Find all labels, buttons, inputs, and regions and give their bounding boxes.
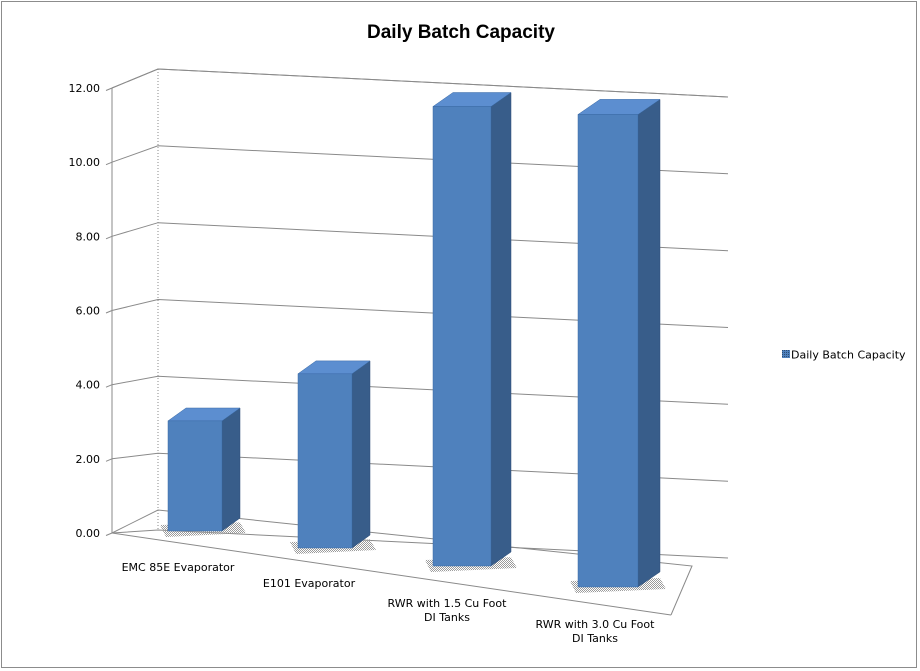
x-tick-label: RWR with 3.0 Cu Foot DI Tanks <box>536 618 656 645</box>
y-tick-mark <box>105 310 113 314</box>
y-tick-label: 10.00 <box>69 156 101 169</box>
y-tick-label: 4.00 <box>76 379 101 392</box>
legend-swatch <box>782 350 790 358</box>
y-axis-ticks: 0.00 2.00 4.00 6.00 8.00 10.00 12.00 <box>69 82 113 540</box>
y-tick-mark <box>105 161 113 166</box>
legend: Daily Batch Capacity <box>782 349 906 362</box>
y-tick-mark <box>105 532 113 536</box>
y-tick-label: 0.00 <box>76 527 101 540</box>
x-tick-label: RWR with 1.5 Cu Foot DI Tanks <box>388 597 508 624</box>
bar-side-face <box>490 92 512 567</box>
gridline <box>111 68 729 98</box>
bar-side-face <box>351 360 371 549</box>
legend-label: Daily Batch Capacity <box>791 349 906 362</box>
floor-edge <box>111 509 693 616</box>
bar-4 <box>577 98 661 588</box>
bars <box>167 92 661 588</box>
gridline <box>111 375 729 405</box>
y-tick-mark <box>105 458 113 462</box>
x-tick-label: EMC 85E Evaporator <box>122 561 235 574</box>
x-axis-labels: EMC 85E Evaporator E101 Evaporator RWR wit… <box>122 561 656 645</box>
bar-1 <box>167 407 241 532</box>
y-tick-mark <box>105 87 113 91</box>
bar-2 <box>297 360 371 549</box>
x-tick-label: E101 Evaporator <box>263 577 356 590</box>
bar-side-face <box>637 98 661 588</box>
bar-front-face <box>577 114 639 588</box>
y-tick-mark <box>105 235 113 240</box>
bar-3 <box>432 92 512 567</box>
gridlines <box>111 68 729 559</box>
y-tick-mark <box>105 384 113 388</box>
gridline <box>111 222 729 252</box>
y-tick-label: 6.00 <box>76 305 101 318</box>
bar-front-face <box>297 373 353 549</box>
y-tick-label: 2.00 <box>76 453 101 466</box>
gridline <box>111 529 729 559</box>
gridline <box>111 298 729 328</box>
y-tick-label: 12.00 <box>69 82 101 95</box>
chart-title: Daily Batch Capacity <box>367 22 555 43</box>
y-tick-label: 8.00 <box>76 230 101 243</box>
x-axis-line <box>111 532 672 616</box>
bar-front-face <box>167 420 223 532</box>
bar-side-face <box>221 407 241 532</box>
bar-front-face <box>432 106 492 567</box>
gridline <box>111 145 729 175</box>
gridline <box>111 452 729 482</box>
